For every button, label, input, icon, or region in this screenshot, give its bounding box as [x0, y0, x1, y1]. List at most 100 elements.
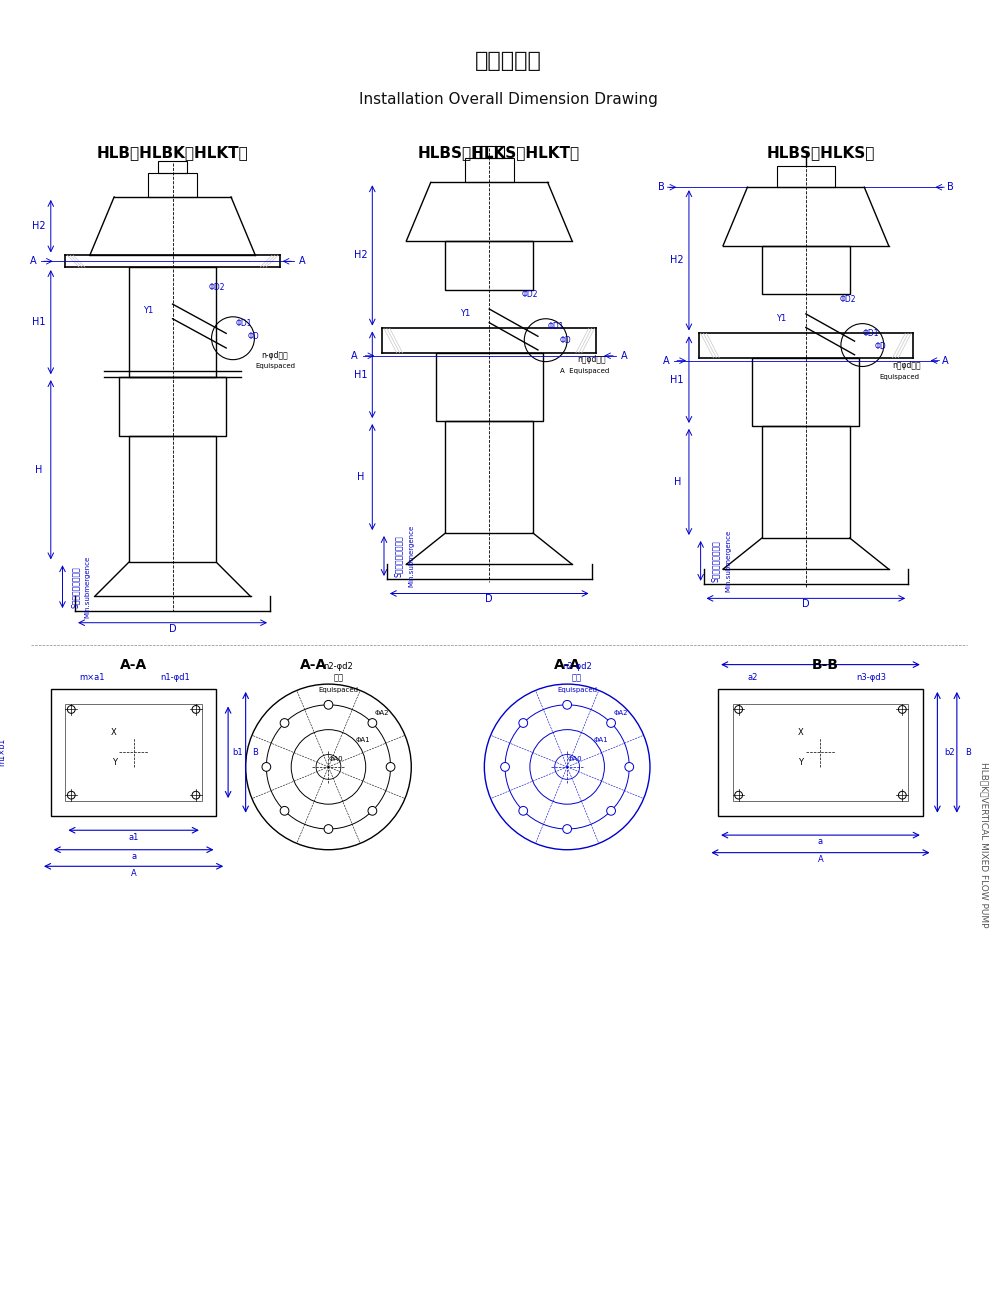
Circle shape: [898, 792, 906, 799]
Text: ΦA0: ΦA0: [329, 757, 344, 762]
Circle shape: [735, 706, 743, 714]
Text: D: D: [485, 594, 493, 604]
Text: 外形安装图: 外形安装图: [475, 51, 542, 70]
Text: B: B: [252, 747, 258, 757]
Circle shape: [563, 701, 572, 710]
Text: B-B: B-B: [812, 658, 839, 672]
Text: A: A: [351, 351, 358, 361]
Bar: [762, 246, 850, 294]
Text: Equispaced: Equispaced: [557, 686, 597, 693]
Text: ΦD: ΦD: [248, 332, 259, 341]
Text: b2: b2: [944, 747, 954, 757]
Text: H: H: [674, 477, 681, 488]
Text: 均布: 均布: [572, 673, 582, 682]
Text: Min.submergence: Min.submergence: [408, 525, 414, 588]
Bar: [777, 166, 835, 187]
Text: H1: H1: [670, 374, 684, 385]
Text: n1-φd1: n1-φd1: [160, 673, 190, 681]
Text: A: A: [818, 855, 823, 865]
Text: b1: b1: [233, 747, 243, 757]
Text: ΦA1: ΦA1: [594, 737, 609, 742]
Text: m×a1: m×a1: [79, 673, 105, 681]
Bar: [51, 689, 216, 815]
Text: Min.submergence: Min.submergence: [85, 555, 91, 618]
Text: B: B: [947, 182, 954, 192]
Text: m1×b1: m1×b1: [0, 738, 7, 767]
Bar: [752, 358, 859, 426]
Bar: [158, 161, 187, 173]
Bar: [65, 703, 202, 801]
Text: H: H: [357, 472, 364, 482]
Text: B: B: [658, 182, 665, 192]
Text: X: X: [798, 728, 804, 737]
Text: H2: H2: [670, 255, 684, 265]
Text: a: a: [131, 852, 136, 861]
Text: A-A: A-A: [300, 658, 327, 672]
Text: HLB、HLBK、HLKT型: HLB、HLBK、HLKT型: [97, 146, 248, 161]
Text: ΦD: ΦD: [559, 335, 571, 345]
Bar: [475, 147, 504, 159]
Text: D: D: [169, 624, 176, 633]
Text: A: A: [299, 256, 306, 266]
Text: H2: H2: [354, 251, 367, 260]
Circle shape: [501, 763, 509, 771]
Bar: [445, 421, 533, 533]
Text: S（最小淹没深度）: S（最小淹没深度）: [711, 540, 720, 581]
Circle shape: [262, 763, 271, 771]
Text: A  Equispaced: A Equispaced: [560, 368, 609, 374]
Circle shape: [324, 701, 333, 710]
Text: A: A: [621, 351, 627, 361]
Text: n－φd均布: n－φd均布: [892, 361, 921, 370]
Text: ΦD2: ΦD2: [522, 290, 538, 299]
Text: 均布: 均布: [333, 673, 343, 682]
Text: n2-φd2: n2-φd2: [323, 662, 353, 671]
Text: ΦD1: ΦD1: [235, 318, 252, 328]
Circle shape: [898, 706, 906, 714]
Circle shape: [607, 719, 615, 728]
Text: HLBS、HLKS、HLKT型: HLBS、HLKS、HLKT型: [418, 146, 580, 161]
Circle shape: [280, 806, 289, 815]
Text: A-A: A-A: [554, 658, 581, 672]
Bar: [436, 352, 543, 421]
Text: Y1: Y1: [460, 309, 470, 318]
Bar: [129, 436, 216, 563]
Bar: [733, 703, 908, 801]
Text: Y: Y: [798, 758, 803, 767]
Text: Installation Overall Dimension Drawing: Installation Overall Dimension Drawing: [359, 92, 658, 107]
Text: Y1: Y1: [143, 307, 153, 316]
Circle shape: [563, 824, 572, 833]
Text: ΦA1: ΦA1: [355, 737, 370, 742]
Bar: [465, 159, 514, 182]
Text: Y1: Y1: [776, 315, 787, 324]
Bar: [148, 173, 197, 198]
Circle shape: [735, 792, 743, 799]
Text: Equispaced: Equispaced: [255, 363, 295, 368]
Text: n2-φd2: n2-φd2: [562, 662, 592, 671]
Bar: [119, 377, 226, 436]
Text: Equispaced: Equispaced: [879, 374, 919, 380]
Text: ΦA0: ΦA0: [568, 757, 582, 762]
Circle shape: [192, 706, 200, 714]
Text: D: D: [802, 599, 810, 610]
Circle shape: [519, 719, 528, 728]
Bar: [762, 426, 850, 538]
Circle shape: [607, 806, 615, 815]
Circle shape: [192, 792, 200, 799]
Circle shape: [67, 706, 75, 714]
Bar: [445, 240, 533, 290]
Bar: [718, 689, 923, 815]
Circle shape: [368, 719, 377, 728]
Text: A: A: [131, 868, 136, 878]
Circle shape: [67, 792, 75, 799]
Text: ΦD: ΦD: [875, 342, 887, 351]
Text: H: H: [35, 465, 43, 474]
Text: S（最小淹没深度）: S（最小淹没深度）: [394, 536, 403, 577]
Text: A: A: [663, 356, 669, 365]
Text: A: A: [942, 356, 949, 365]
Text: H2: H2: [32, 221, 46, 231]
Circle shape: [625, 763, 634, 771]
Text: ΦD1: ΦD1: [863, 329, 879, 338]
Circle shape: [280, 719, 289, 728]
Text: ΦA2: ΦA2: [375, 710, 389, 716]
Bar: [129, 266, 216, 377]
